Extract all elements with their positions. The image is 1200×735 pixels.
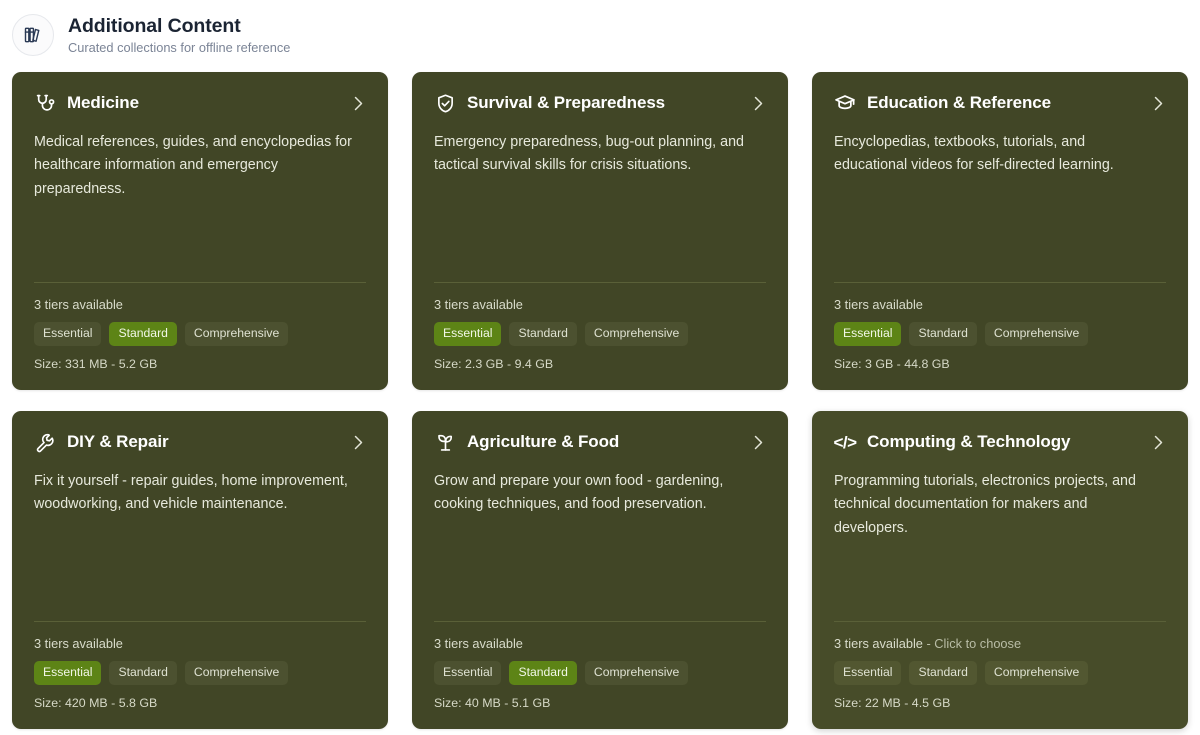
stethoscope-icon [34,92,56,114]
card-description: Fix it yourself - repair guides, home im… [34,473,348,513]
shield-check-icon [434,92,456,114]
tier-badge-comprehensive[interactable]: Comprehensive [584,322,689,347]
card-spacer [834,540,1166,621]
card-description: Grow and prepare your own food - gardeni… [434,473,724,513]
content-card-medicine[interactable]: Medicine Medical references, guides, and … [12,72,388,390]
tier-badge-essential[interactable]: Essential [834,661,902,686]
content-card-survival-preparedness[interactable]: Survival & Preparedness Emergency prepare… [412,72,788,390]
content-card-computing-technology[interactable]: </> Computing & Technology Programming tu… [812,411,1188,729]
tiers-count-text: 3 tiers available [434,636,523,652]
chevron-right-icon[interactable] [1150,432,1166,452]
card-header: DIY & Repair [34,431,366,453]
tier-badge-group: Essential Standard Comprehensive [434,661,766,686]
card-title: DIY & Repair [67,431,169,451]
tier-badge-group: Essential Standard Comprehensive [34,322,366,347]
card-description: Medical references, guides, and encyclop… [34,134,352,197]
card-size-label: Size: 22 MB - 4.5 GB [834,696,951,711]
content-card-grid: Medicine Medical references, guides, and … [0,58,1200,729]
tiers-count-text: 3 tiers available [834,297,923,313]
card-header: Education & Reference [834,92,1166,114]
card-divider [434,621,766,623]
chevron-right-icon[interactable] [750,432,766,452]
card-title: Computing & Technology [867,431,1071,451]
content-card-diy-repair[interactable]: DIY & Repair Fix it yourself - repair gui… [12,411,388,729]
card-header: Medicine [34,92,366,114]
chevron-right-icon[interactable] [1150,93,1166,113]
tier-badge-standard[interactable]: Standard [909,322,977,347]
tier-badge-essential[interactable]: Essential [834,322,902,347]
tier-badge-essential[interactable]: Essential [34,322,102,347]
card-title: Medicine [67,92,139,112]
tier-badge-group: Essential Standard Comprehensive [834,661,1166,686]
chevron-right-icon[interactable] [750,93,766,113]
chevron-right-icon[interactable] [350,432,366,452]
card-divider [34,621,366,623]
card-header: Survival & Preparedness [434,92,766,114]
card-header: Agriculture & Food [434,431,766,453]
card-spacer [34,517,366,622]
tier-badge-standard[interactable]: Standard [909,661,977,686]
card-divider [834,282,1166,284]
tiers-count-text: 3 tiers available [34,636,123,652]
card-spacer [434,517,766,622]
tier-badge-group: Essential Standard Comprehensive [434,322,766,347]
tiers-available-label: 3 tiers available - Click to choose [834,636,1166,651]
card-spacer [434,178,766,283]
tiers-available-label: 3 tiers available [434,297,766,312]
card-description: Emergency preparedness, bug-out planning… [434,134,744,174]
card-divider [434,282,766,284]
tiers-available-label: 3 tiers available [434,636,766,651]
tier-badge-comprehensive[interactable]: Comprehensive [984,661,1089,686]
card-size-label: Size: 3 GB - 44.8 GB [834,357,950,372]
card-size-label: Size: 40 MB - 5.1 GB [434,696,551,711]
content-card-education-reference[interactable]: Education & Reference Encyclopedias, text… [812,72,1188,390]
card-title: Education & Reference [867,92,1052,112]
card-header: </> Computing & Technology [833,431,1166,453]
tiers-available-label: 3 tiers available [34,297,366,312]
card-description: Encyclopedias, textbooks, tutorials, and… [834,134,1114,174]
tiers-count-text: 3 tiers available [434,297,523,313]
card-description: Programming tutorials, electronics proje… [834,473,1136,536]
card-size-label: Size: 420 MB - 5.8 GB [34,696,158,711]
tier-badge-standard[interactable]: Standard [109,322,177,347]
tier-badge-essential[interactable]: Essential [434,322,502,347]
chevron-right-icon[interactable] [350,93,366,113]
tier-badge-group: Essential Standard Comprehensive [834,322,1166,347]
card-title: Survival & Preparedness [467,92,666,112]
tier-badge-standard[interactable]: Standard [109,661,177,686]
tier-badge-essential[interactable]: Essential [434,661,502,686]
tiers-available-label: 3 tiers available [834,297,1166,312]
page-subtitle: Curated collections for offline referenc… [68,39,291,55]
tier-badge-standard[interactable]: Standard [509,661,577,686]
tier-badge-standard[interactable]: Standard [509,322,577,347]
tier-badge-essential[interactable]: Essential [34,661,102,686]
page-title: Additional Content [68,14,241,37]
tier-badge-comprehensive[interactable]: Comprehensive [584,661,689,686]
tier-badge-comprehensive[interactable]: Comprehensive [184,661,289,686]
tier-badge-group: Essential Standard Comprehensive [34,661,366,686]
tiers-hint-text: - Click to choose [922,636,1022,652]
card-size-label: Size: 2.3 GB - 9.4 GB [434,357,554,372]
card-spacer [834,178,1166,283]
header-text-block: Additional Content Curated collections f… [68,14,290,57]
code-brackets-icon: </> [833,432,857,452]
card-size-label: Size: 331 MB - 5.2 GB [34,357,158,372]
card-spacer [34,201,366,282]
card-title: Agriculture & Food [467,431,620,451]
graduation-cap-icon [834,92,856,114]
tiers-count-text: 3 tiers available [834,636,923,652]
card-divider [834,621,1166,623]
tiers-available-label: 3 tiers available [34,636,366,651]
tier-badge-comprehensive[interactable]: Comprehensive [984,322,1089,347]
tiers-count-text: 3 tiers available [34,297,123,313]
wrench-icon [34,431,56,453]
library-books-icon [12,14,54,56]
page-header: Additional Content Curated collections f… [0,0,1200,58]
sprout-icon [434,431,456,453]
content-card-agriculture-food[interactable]: Agriculture & Food Grow and prepare your … [412,411,788,729]
card-divider [34,282,366,284]
tier-badge-comprehensive[interactable]: Comprehensive [184,322,289,347]
